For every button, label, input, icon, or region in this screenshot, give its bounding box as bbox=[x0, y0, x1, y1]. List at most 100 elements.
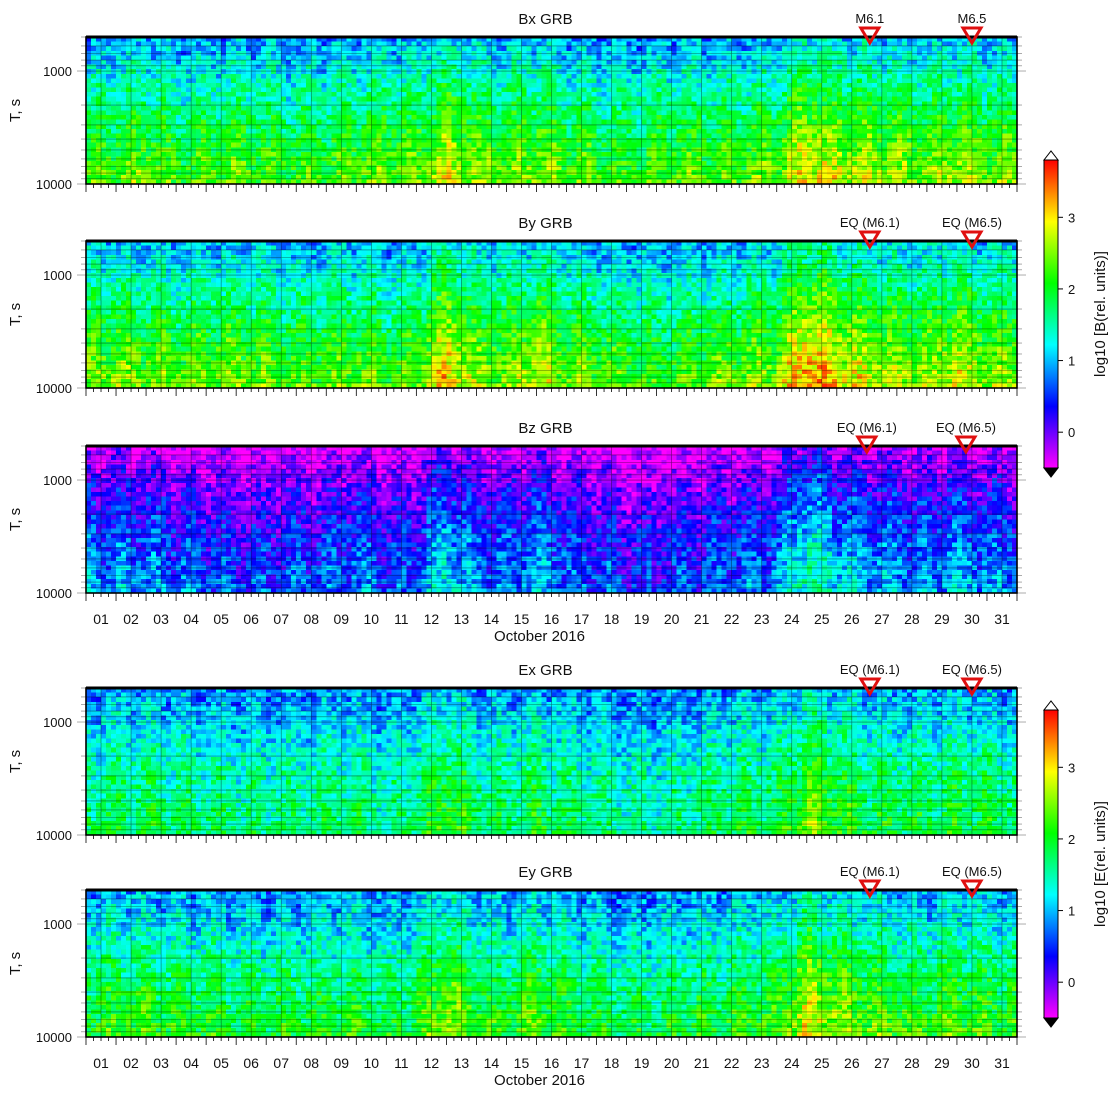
heatmap-cell bbox=[976, 133, 983, 139]
heatmap-cell bbox=[641, 133, 648, 139]
heatmap-cell bbox=[706, 59, 713, 66]
heatmap-cell bbox=[701, 59, 708, 66]
heatmap-cell bbox=[636, 142, 643, 148]
heatmap-cell bbox=[846, 41, 853, 47]
heatmap-cell bbox=[176, 46, 182, 52]
heatmap-cell bbox=[211, 41, 217, 47]
heatmap-cell bbox=[826, 138, 833, 144]
heatmap-cell bbox=[511, 96, 518, 102]
heatmap-cell bbox=[151, 37, 157, 43]
heatmap-cell bbox=[496, 151, 503, 158]
heatmap-cell bbox=[571, 101, 578, 107]
heatmap-cell bbox=[801, 96, 808, 102]
heatmap-cell bbox=[826, 64, 833, 70]
heatmap-cell bbox=[501, 96, 508, 102]
heatmap-cell bbox=[296, 59, 302, 66]
heatmap-cell bbox=[826, 37, 833, 43]
heatmap-cell bbox=[491, 96, 498, 102]
heatmap-cell bbox=[226, 138, 232, 144]
heatmap-cell bbox=[761, 133, 768, 139]
heatmap-cell bbox=[326, 55, 332, 61]
heatmap-cell bbox=[881, 64, 888, 70]
heatmap-cell bbox=[441, 133, 447, 139]
heatmap-cell bbox=[891, 78, 898, 84]
heatmap-cell bbox=[191, 119, 197, 125]
heatmap-cell bbox=[141, 151, 147, 158]
heatmap-cell bbox=[741, 55, 748, 61]
heatmap-cell bbox=[571, 87, 578, 93]
heatmap-cell bbox=[536, 128, 543, 135]
heatmap-cell bbox=[261, 64, 267, 70]
heatmap-cell bbox=[121, 124, 127, 130]
heatmap-cell bbox=[891, 101, 898, 107]
heatmap-cell bbox=[366, 151, 372, 158]
heatmap-cell bbox=[476, 124, 483, 130]
heatmap-cell bbox=[251, 142, 257, 148]
heatmap-cell bbox=[946, 142, 953, 148]
heatmap-cell bbox=[846, 87, 853, 93]
heatmap-cell bbox=[586, 96, 593, 102]
heatmap-cell bbox=[316, 64, 322, 70]
heatmap-cell bbox=[811, 142, 818, 148]
heatmap-cell bbox=[731, 138, 738, 144]
heatmap-cell bbox=[1011, 92, 1018, 98]
heatmap-cell bbox=[866, 69, 873, 75]
heatmap-cell bbox=[446, 46, 452, 52]
heatmap-cell bbox=[911, 119, 918, 125]
heatmap-cell bbox=[526, 59, 533, 66]
heatmap-cell bbox=[281, 138, 287, 144]
heatmap-cell bbox=[201, 55, 207, 61]
heatmap-cell bbox=[521, 78, 528, 84]
heatmap-cell bbox=[451, 92, 457, 98]
heatmap-cell bbox=[176, 64, 182, 70]
heatmap-cell bbox=[921, 59, 928, 66]
heatmap-cell bbox=[981, 128, 988, 135]
heatmap-cell bbox=[221, 46, 227, 52]
heatmap-cell bbox=[541, 101, 548, 107]
heatmap-cell bbox=[571, 128, 578, 135]
heatmap-cell bbox=[271, 128, 277, 135]
heatmap-cell bbox=[301, 59, 307, 66]
heatmap-cell bbox=[566, 124, 573, 130]
heatmap-cell bbox=[836, 69, 843, 75]
heatmap-cell bbox=[831, 64, 838, 70]
heatmap-cell bbox=[486, 37, 493, 43]
heatmap-cell bbox=[471, 78, 478, 84]
heatmap-cell bbox=[226, 119, 232, 125]
heatmap-cell bbox=[471, 46, 478, 52]
heatmap-cell bbox=[926, 142, 933, 148]
heatmap-cell bbox=[426, 55, 432, 61]
heatmap-cell bbox=[416, 115, 422, 121]
heatmap-cell bbox=[226, 69, 232, 75]
heatmap-cell bbox=[721, 92, 728, 98]
heatmap-cell bbox=[176, 73, 182, 79]
heatmap-cell bbox=[681, 128, 688, 135]
heatmap-cell bbox=[556, 142, 563, 148]
heatmap-cell bbox=[1001, 128, 1008, 135]
heatmap-cell bbox=[701, 115, 708, 121]
heatmap-cell bbox=[276, 151, 282, 158]
heatmap-cell bbox=[161, 69, 167, 75]
heatmap-cell bbox=[231, 59, 237, 66]
heatmap-cell bbox=[831, 59, 838, 66]
heatmap-cell bbox=[476, 55, 483, 61]
heatmap-cell bbox=[156, 124, 162, 130]
heatmap-cell bbox=[181, 119, 187, 125]
heatmap-cell bbox=[826, 105, 833, 112]
heatmap-cell bbox=[346, 119, 352, 125]
heatmap-cell bbox=[966, 133, 973, 139]
heatmap-cell bbox=[946, 110, 953, 116]
heatmap-cell bbox=[106, 96, 112, 102]
heatmap-cell bbox=[191, 151, 197, 158]
heatmap-cell bbox=[591, 151, 598, 158]
heatmap-cell bbox=[871, 110, 878, 116]
heatmap-cell bbox=[676, 64, 683, 70]
heatmap-cell bbox=[281, 69, 287, 75]
heatmap-cell bbox=[431, 105, 437, 112]
heatmap-cell bbox=[866, 105, 873, 112]
heatmap-cell bbox=[886, 87, 893, 93]
heatmap-cell bbox=[226, 37, 232, 43]
heatmap-cell bbox=[411, 133, 417, 139]
heatmap-cell bbox=[106, 105, 112, 112]
heatmap-cell bbox=[441, 142, 447, 148]
